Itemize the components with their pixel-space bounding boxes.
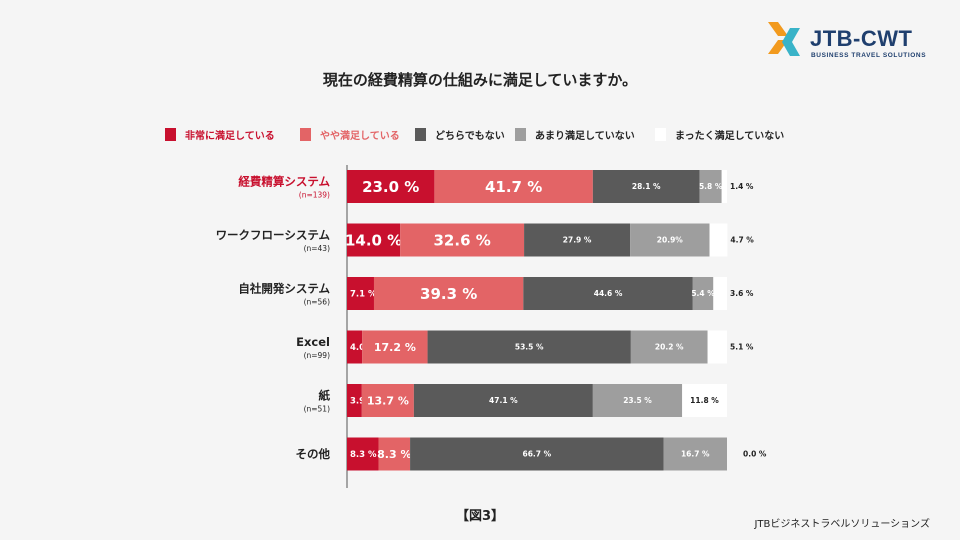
bar-segment-r1-s4 bbox=[699, 170, 722, 203]
value-label-r3-s1: 7.1 % bbox=[350, 290, 377, 300]
value-label-r3-s5: 3.6 % bbox=[730, 289, 754, 298]
legend-item-2: やや満足している bbox=[300, 127, 400, 142]
bar-segment-r3-s3 bbox=[523, 277, 693, 310]
value-label-r4-s4: 20.2 % bbox=[655, 343, 684, 352]
bar-segment-r1-s5 bbox=[721, 170, 727, 203]
legend-swatch-5 bbox=[655, 128, 666, 141]
bar-segment-r3-s5 bbox=[713, 277, 727, 310]
brand-logo: JTB-CWT BUSINESS TRAVEL SOLUTIONS bbox=[766, 20, 936, 68]
bar-segment-r6-s4 bbox=[663, 437, 727, 471]
category-label-3: 自社開発システム bbox=[238, 282, 330, 296]
bar-segment-r2-s2 bbox=[400, 223, 525, 257]
bar-segment-r4-s2 bbox=[362, 330, 428, 364]
value-label-r3-s4: 5.4 % bbox=[691, 289, 715, 298]
legend-swatch-4 bbox=[515, 128, 526, 141]
value-label-r6-s1: 8.3 % bbox=[350, 450, 377, 460]
legend-label-3: どちらでもない bbox=[435, 131, 505, 142]
value-label-r2-s2: 32.6 % bbox=[434, 231, 491, 249]
bar-segment-r1-s1 bbox=[347, 170, 435, 203]
legend-label-2: やや満足している bbox=[320, 131, 400, 142]
value-label-r1-s3: 28.1 % bbox=[632, 182, 661, 191]
category-label-1: 経費精算システム bbox=[238, 175, 330, 189]
brand-name: JTB-CWT bbox=[810, 26, 913, 51]
bar-segment-r4-s1 bbox=[347, 330, 363, 364]
category-label-2: ワークフローシステム bbox=[216, 228, 331, 242]
value-label-r2-s1: 14.0 % bbox=[345, 231, 402, 249]
value-label-r1-s5: 1.4 % bbox=[730, 182, 754, 191]
bar-segment-r5-s2 bbox=[361, 384, 414, 417]
bar-segment-r4-s4 bbox=[630, 330, 708, 364]
bar-segment-r2-s1 bbox=[347, 223, 401, 257]
category-n-4: (n=99) bbox=[304, 351, 331, 360]
legend-item-1: 非常に満足している bbox=[165, 127, 275, 142]
bar-segment-r3-s1 bbox=[347, 277, 374, 310]
category-n-2: (n=43) bbox=[304, 244, 331, 253]
value-label-r4-s2: 17.2 % bbox=[374, 341, 416, 354]
bar-segment-r5-s1 bbox=[347, 384, 362, 417]
value-label-r3-s3: 44.6 % bbox=[594, 289, 623, 298]
bar-segment-r5-s3 bbox=[413, 384, 593, 417]
value-label-r1-s1: 23.0 % bbox=[362, 178, 419, 196]
legend-item-4: あまり満足していない bbox=[515, 127, 635, 142]
bar-segment-r3-s4 bbox=[692, 277, 714, 310]
value-label-r6-s3: 66.7 % bbox=[522, 450, 551, 459]
value-label-r5-s3: 47.1 % bbox=[489, 396, 518, 405]
value-label-r5-s4: 23.5 % bbox=[623, 396, 652, 405]
value-label-r5-s2: 13.7 % bbox=[367, 394, 409, 407]
value-label-r4-s3: 53.5 % bbox=[515, 343, 544, 352]
legend-item-3: どちらでもない bbox=[415, 127, 505, 142]
value-label-r6-s5: 0.0 % bbox=[743, 450, 767, 459]
bar-segment-r1-s3 bbox=[592, 170, 700, 203]
legend-label-1: 非常に満足している bbox=[185, 131, 275, 142]
value-label-r6-s2: 8.3 % bbox=[377, 448, 411, 461]
bar-segment-r6-s3 bbox=[410, 437, 664, 471]
legend-label-4: あまり満足していない bbox=[535, 131, 635, 142]
bar-segment-r2-s3 bbox=[524, 223, 631, 257]
bar-segment-r6-s2 bbox=[378, 437, 411, 471]
value-label-r1-s2: 41.7 % bbox=[485, 178, 542, 196]
category-n-1: (n=139) bbox=[299, 191, 330, 200]
legend-label-5: まったく満足していない bbox=[675, 131, 785, 142]
source-credit: JTBビジネストラベルソリューションズ bbox=[754, 519, 930, 530]
legend-swatch-2 bbox=[300, 128, 311, 141]
stacked-bar-chart: 経費精算システム (n=139) 23.0 % 41.7 % 28.1 % 5.8 % 1.… bbox=[216, 165, 767, 488]
value-label-r1-s4: 5.8 % bbox=[699, 182, 723, 191]
value-label-r2-s5: 4.7 % bbox=[730, 236, 754, 245]
legend-item-5: まったく満足していない bbox=[655, 127, 784, 142]
legend-swatch-1 bbox=[165, 128, 176, 141]
bar-segment-r1-s2 bbox=[434, 170, 593, 203]
bar-segment-r4-s5 bbox=[707, 330, 727, 364]
bar-segment-r6-s1 bbox=[347, 437, 379, 471]
brand-tagline: BUSINESS TRAVEL SOLUTIONS bbox=[811, 52, 927, 59]
figure-caption: 【図3】 bbox=[455, 509, 505, 524]
bar-segment-r2-s5 bbox=[709, 223, 728, 257]
value-label-r2-s3: 27.9 % bbox=[563, 236, 592, 245]
bar-segment-r3-s2 bbox=[373, 277, 524, 310]
bar-segment-r2-s4 bbox=[630, 223, 710, 257]
value-label-r2-s4: 20.9% bbox=[657, 236, 684, 245]
chart-title: 現在の経費精算の仕組みに満足していますか。 bbox=[322, 71, 638, 89]
category-n-3: (n=56) bbox=[304, 298, 331, 307]
category-n-5: (n=51) bbox=[304, 405, 331, 414]
bar-segment-r5-s4 bbox=[592, 384, 683, 417]
bar-segment-r5-s5 bbox=[682, 384, 727, 417]
legend-swatch-3 bbox=[415, 128, 426, 141]
value-label-r6-s4: 16.7 % bbox=[681, 450, 710, 459]
bar-segment-r4-s3 bbox=[427, 330, 631, 364]
value-label-r3-s2: 39.3 % bbox=[420, 285, 477, 303]
brand-mark-icon bbox=[768, 22, 800, 56]
category-label-4: Excel bbox=[296, 335, 330, 349]
value-label-r5-s5: 11.8 % bbox=[690, 396, 719, 405]
value-label-r4-s5: 5.1 % bbox=[730, 343, 754, 352]
category-label-5: 紙 bbox=[319, 389, 331, 403]
category-label-6: その他 bbox=[296, 447, 331, 461]
